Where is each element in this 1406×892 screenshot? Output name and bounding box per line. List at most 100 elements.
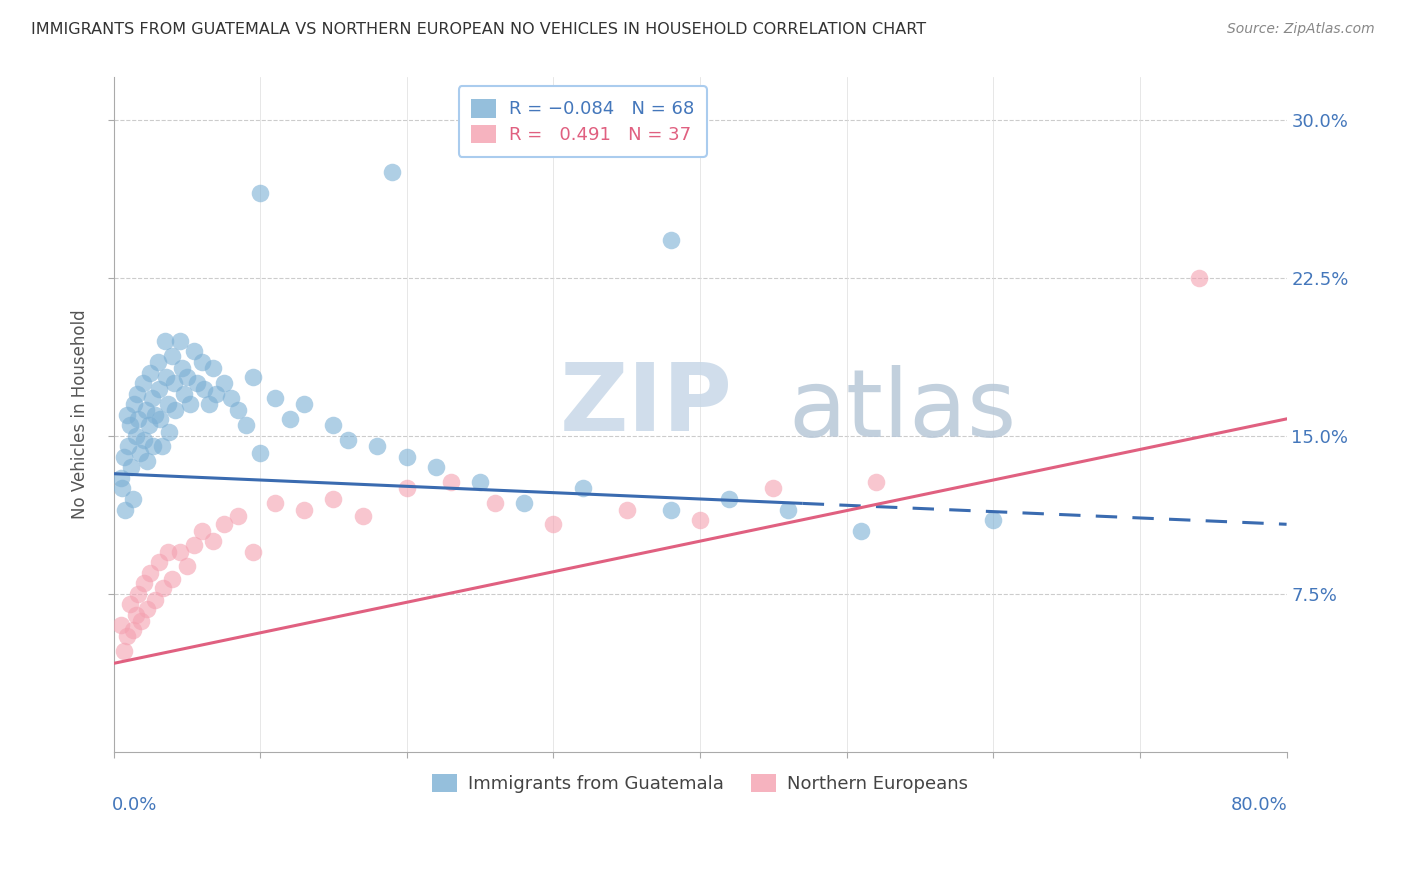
Point [513, 496, 536, 510]
Point [125, 386, 148, 401]
Point [143, 408, 166, 422]
Point [143, 593, 166, 607]
Point [366, 439, 388, 453]
Point [134, 433, 156, 447]
Point [148, 555, 170, 569]
Point [169, 544, 191, 558]
Point [190, 355, 212, 369]
Point [659, 233, 682, 247]
Point [132, 376, 155, 390]
Point [124, 429, 146, 443]
Point [165, 403, 187, 417]
Point [278, 412, 301, 426]
Point [111, 482, 134, 496]
Point [127, 412, 149, 426]
Point [149, 412, 172, 426]
Point [135, 403, 157, 417]
Point [138, 418, 160, 433]
Point [122, 397, 145, 411]
Point [543, 517, 565, 532]
Point [124, 607, 146, 622]
Point [117, 439, 139, 453]
Point [219, 391, 242, 405]
Point [205, 386, 228, 401]
Point [249, 186, 271, 201]
Point [226, 508, 249, 523]
Point [381, 165, 404, 179]
Point [395, 450, 418, 464]
Point [249, 445, 271, 459]
Point [176, 559, 198, 574]
Point [352, 508, 374, 523]
Point [190, 524, 212, 538]
Point [226, 403, 249, 417]
Point [136, 601, 159, 615]
Point [150, 439, 173, 453]
Point [322, 491, 344, 506]
Point [131, 614, 153, 628]
Point [155, 369, 177, 384]
Point [152, 581, 174, 595]
Point [118, 598, 141, 612]
Point [156, 544, 179, 558]
Point [1187, 270, 1209, 285]
Point [425, 460, 447, 475]
Point [156, 397, 179, 411]
Point [718, 491, 741, 506]
Point [172, 361, 194, 376]
Text: Source: ZipAtlas.com: Source: ZipAtlas.com [1227, 22, 1375, 37]
Point [981, 513, 1004, 527]
Point [193, 383, 215, 397]
Point [129, 445, 152, 459]
Point [183, 344, 205, 359]
Point [115, 408, 138, 422]
Point [148, 383, 170, 397]
Point [212, 517, 235, 532]
Point [571, 482, 593, 496]
Point [198, 397, 221, 411]
Text: atlas: atlas [787, 366, 1017, 458]
Point [146, 355, 169, 369]
Point [118, 418, 141, 433]
Point [851, 524, 873, 538]
Point [110, 618, 132, 632]
Point [212, 376, 235, 390]
Point [395, 482, 418, 496]
Text: IMMIGRANTS FROM GUATEMALA VS NORTHERN EUROPEAN NO VEHICLES IN HOUSEHOLD CORRELAT: IMMIGRANTS FROM GUATEMALA VS NORTHERN EU… [31, 22, 927, 37]
Point [202, 534, 225, 549]
Point [136, 454, 159, 468]
Point [762, 482, 785, 496]
Point [242, 369, 264, 384]
Point [112, 450, 135, 464]
Point [110, 471, 132, 485]
Point [186, 376, 208, 390]
Point [689, 513, 711, 527]
Point [263, 496, 285, 510]
Point [121, 623, 143, 637]
Point [112, 644, 135, 658]
Point [173, 386, 195, 401]
Point [292, 397, 315, 411]
Point [202, 361, 225, 376]
Point [865, 475, 887, 489]
Point [468, 475, 491, 489]
Point [160, 572, 183, 586]
Point [440, 475, 463, 489]
Point [242, 544, 264, 558]
Point [183, 538, 205, 552]
Legend: Immigrants from Guatemala, Northern Europeans: Immigrants from Guatemala, Northern Euro… [425, 766, 976, 800]
Point [484, 496, 506, 510]
Point [176, 369, 198, 384]
Point [235, 418, 257, 433]
Point [616, 502, 638, 516]
Point [121, 491, 143, 506]
Point [776, 502, 799, 516]
Point [142, 439, 165, 453]
Point [292, 502, 315, 516]
Point [139, 566, 162, 580]
Point [337, 433, 360, 447]
Point [127, 587, 149, 601]
Y-axis label: No Vehicles in Household: No Vehicles in Household [72, 310, 89, 519]
Point [263, 391, 285, 405]
Point [163, 376, 186, 390]
